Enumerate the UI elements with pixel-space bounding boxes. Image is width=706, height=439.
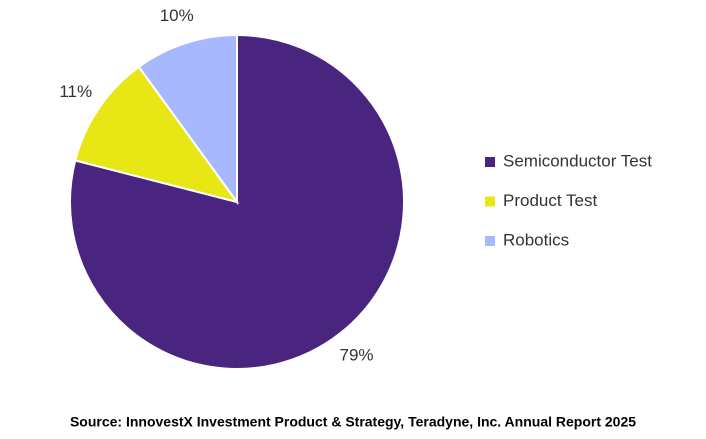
legend-label: Product Test (503, 191, 597, 210)
pie-slice (74, 65, 240, 204)
legend-swatch (485, 236, 495, 246)
data-label: 79% (340, 346, 374, 365)
legend-label: Semiconductor Test (503, 151, 652, 170)
pie-slice (137, 33, 238, 206)
legend-swatch (485, 157, 495, 167)
data-label: 11% (59, 82, 92, 101)
source: Source: InnovestX Investment Product & S… (70, 414, 636, 430)
data-label: 10% (160, 6, 194, 25)
pie-slice (69, 33, 405, 370)
legend-label: Robotics (503, 230, 569, 249)
legend-swatch (485, 196, 495, 207)
